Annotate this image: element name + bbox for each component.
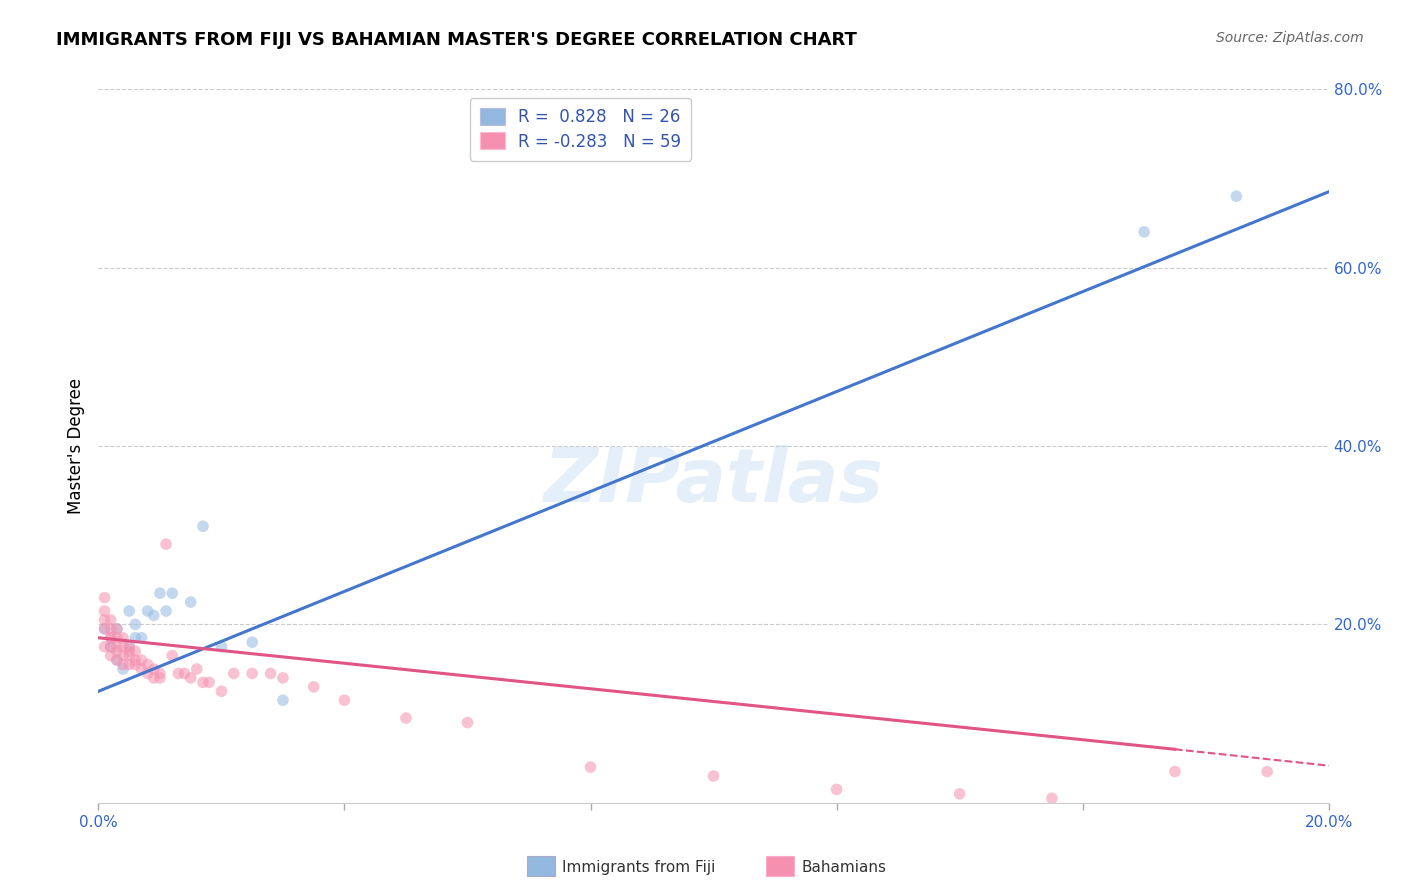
Point [93,622,115,636]
Point [191,519,214,533]
Point [162,648,183,663]
Point [100,631,122,645]
Point [118,604,141,618]
Point [100,613,122,627]
Point [105,640,128,654]
Point [260,666,283,681]
Point [149,671,172,685]
Point [167,666,190,681]
Point [240,666,263,681]
Point [124,653,146,667]
Point [211,684,233,698]
Point [112,631,135,645]
Point [131,662,153,676]
Point [142,662,165,676]
Point [93,604,115,618]
Point [180,595,202,609]
Point [180,671,202,685]
Point [1040,791,1063,805]
Point [949,787,972,801]
Point [395,711,418,725]
Point [124,631,146,645]
Point [118,657,141,672]
Point [105,622,128,636]
Point [112,662,135,676]
Point [112,648,135,663]
Point [198,675,221,690]
Point [93,613,115,627]
Point [191,675,214,690]
Point [124,617,146,632]
Point [105,644,128,658]
Point [124,657,146,672]
Point [131,631,153,645]
Point [240,635,263,649]
Point [1133,225,1156,239]
Point [100,622,122,636]
Text: Source: ZipAtlas.com: Source: ZipAtlas.com [1216,31,1364,45]
Text: Immigrants from Fiji: Immigrants from Fiji [562,860,716,874]
Point [155,604,177,618]
Point [100,640,122,654]
Point [100,631,122,645]
Point [271,693,294,707]
Point [1225,189,1247,203]
Point [162,586,183,600]
Point [100,648,122,663]
Point [131,653,153,667]
Point [825,782,848,797]
Point [186,662,208,676]
Point [136,604,159,618]
Point [579,760,602,774]
Point [142,608,165,623]
Point [93,591,115,605]
Point [112,657,135,672]
Point [105,622,128,636]
Point [105,653,128,667]
Point [456,715,478,730]
Point [173,666,195,681]
Point [1164,764,1187,779]
Point [142,671,165,685]
Point [118,644,141,658]
Point [136,666,159,681]
Point [105,653,128,667]
Legend: R =  0.828   N = 26, R = -0.283   N = 59: R = 0.828 N = 26, R = -0.283 N = 59 [470,97,690,161]
Point [105,631,128,645]
Point [703,769,725,783]
Text: Bahamians: Bahamians [801,860,886,874]
Point [271,671,294,685]
Point [124,644,146,658]
Point [149,666,172,681]
Point [112,640,135,654]
Text: ZIPatlas: ZIPatlas [544,445,883,518]
Point [118,640,141,654]
Point [136,657,159,672]
Point [222,666,245,681]
Point [149,586,172,600]
Point [93,640,115,654]
Point [211,640,233,654]
Point [1256,764,1278,779]
Point [118,648,141,663]
Point [302,680,325,694]
Point [93,622,115,636]
Point [333,693,356,707]
Text: IMMIGRANTS FROM FIJI VS BAHAMIAN MASTER'S DEGREE CORRELATION CHART: IMMIGRANTS FROM FIJI VS BAHAMIAN MASTER'… [56,31,858,49]
Y-axis label: Master's Degree: Master's Degree [66,378,84,514]
Point [118,640,141,654]
Point [100,640,122,654]
Point [155,537,177,551]
